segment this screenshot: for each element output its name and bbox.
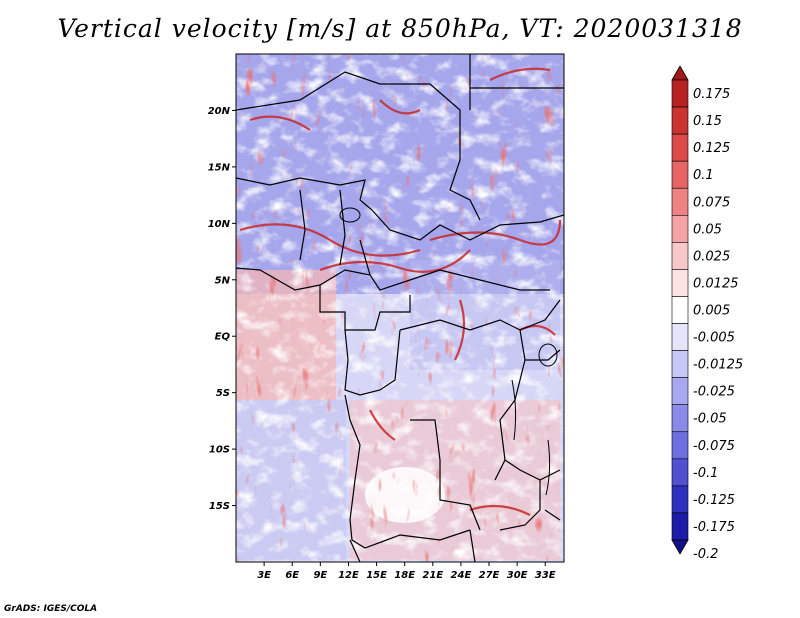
colorbar-swatch: [671, 377, 689, 406]
band-8: [379, 99, 421, 115]
longitude-axis: 3E 6E 9E 12E 15E 18E 21E 24E 27E 30E 33E: [257, 562, 556, 581]
colorbar-swatch: [671, 269, 689, 297]
colorbar-swatch: [671, 296, 689, 324]
border-mali-niger: [236, 177, 373, 211]
lat-tick-label: 5N: [215, 275, 231, 286]
border-angola: [344, 394, 471, 549]
lake-malawi: [545, 439, 551, 496]
lon-tick-label: 21E: [422, 570, 443, 581]
convective-bands: [239, 67, 562, 516]
border-chad-sudan: [371, 209, 564, 241]
border-zambia-moz: [499, 459, 541, 531]
colorbar-swatch: [671, 106, 689, 135]
lon-tick-label: 24E: [451, 570, 472, 581]
band-2: [319, 249, 471, 273]
border-drc-zambia: [410, 419, 481, 531]
lon-tick-label: 27E: [479, 570, 500, 581]
border-west-africa: [299, 189, 371, 276]
band-5: [369, 409, 396, 441]
updraft-streaks: [236, 54, 564, 562]
lon-tick-label: 3E: [257, 570, 271, 581]
colorbar-level-label: 0.1: [693, 168, 714, 183]
colorbar-level-label: 0.05: [693, 222, 722, 237]
colorbar-level-label: -0.1: [693, 466, 718, 481]
lon-tick-label: 15E: [366, 570, 387, 581]
colorbar-swatch: [671, 404, 689, 433]
border-congo: [344, 329, 401, 396]
lon-tick-label: 12E: [338, 570, 359, 581]
country-borders: [236, 54, 564, 562]
colorbar-level-label: -0.175: [693, 520, 735, 535]
band-7: [249, 115, 311, 131]
lat-tick-label: 20N: [208, 106, 231, 117]
border-libya-egypt: [469, 54, 564, 110]
colorbar-level-label: 0.0125: [693, 276, 739, 291]
lon-tick-label: 30E: [507, 570, 528, 581]
colorbar-level-label: 0.175: [693, 87, 730, 102]
lat-tick-label: 15S: [209, 501, 230, 512]
grads-credit: GrADS: IGES/COLA: [4, 604, 98, 614]
lat-tick-label: 5S: [216, 388, 230, 399]
band-4: [454, 299, 466, 361]
colorbar-level-label: -0.075: [693, 439, 735, 454]
border-east-lakes: [519, 299, 561, 361]
lake-tanganyika: [511, 379, 517, 441]
colorbar-upper-arrow: [671, 65, 689, 81]
velocity-field: [236, 54, 564, 562]
lakes: [339, 207, 558, 496]
colorbar-level-label: -0.005: [693, 331, 735, 346]
colorbar-level-label: -0.125: [693, 493, 735, 508]
map-title: Vertical velocity [m/s] at 850hPa, VT: 2…: [57, 14, 743, 43]
colorbar: 0.175 0.15 0.125 0.1 0.075 0.05 0.025 0.0125 0.0…: [671, 65, 743, 562]
lat-tick-label: 15N: [208, 162, 231, 173]
colorbar-level-label: 0.075: [693, 195, 730, 210]
colorbar-level-label: -0.025: [693, 385, 735, 400]
colorbar-swatch: [671, 160, 689, 189]
lake-chad: [339, 207, 361, 223]
border-coast-car: [236, 267, 550, 291]
colorbar-swatch: [671, 133, 689, 162]
border-cameroon-gabon: [319, 285, 411, 331]
colorbar-level-label: -0.0125: [693, 358, 743, 373]
plot-frame: [235, 53, 565, 563]
colorbar-swatch: [671, 431, 689, 460]
lon-tick-label: 18E: [394, 570, 415, 581]
lake-victoria: [538, 343, 558, 367]
colorbar-level-label: 0.15: [693, 114, 722, 129]
border-malawi: [539, 469, 561, 521]
colorbar-level-label: -0.2: [693, 547, 718, 562]
band-6: [469, 504, 531, 516]
colorbar-level-label: 0.005: [693, 304, 730, 319]
colorbar-swatch: [671, 323, 689, 351]
colorbar-level-label: 0.125: [693, 141, 730, 156]
colorbar-swatch: [671, 242, 689, 270]
lon-tick-label: 6E: [285, 570, 299, 581]
border-drc-east: [399, 319, 526, 481]
colorbar-level-label: -0.05: [693, 412, 727, 427]
band-9: [489, 67, 551, 81]
lat-tick-label: EQ: [215, 332, 231, 343]
colorbar-swatch: [671, 214, 689, 243]
colorbar-swatch: [671, 485, 689, 514]
border-sahara: [236, 71, 481, 221]
colorbar-lower-arrow: [671, 539, 689, 555]
colorbar-swatch: [671, 458, 689, 487]
colorbar-swatch: [671, 79, 689, 108]
lat-tick-label: 10S: [209, 445, 230, 456]
latitude-axis: 20N 15N 10N 5N EQ 5S 10S 15S: [208, 106, 236, 512]
lon-tick-label: 33E: [535, 570, 556, 581]
colorbar-swatch: [671, 350, 689, 378]
border-south: [349, 529, 476, 562]
band-1: [239, 223, 421, 257]
colorbar-swatch: [671, 187, 689, 216]
colorbar-level-label: 0.025: [693, 249, 730, 264]
lon-tick-label: 9E: [313, 570, 327, 581]
colorbar-swatch: [671, 512, 689, 541]
lat-tick-label: 10N: [208, 219, 231, 230]
